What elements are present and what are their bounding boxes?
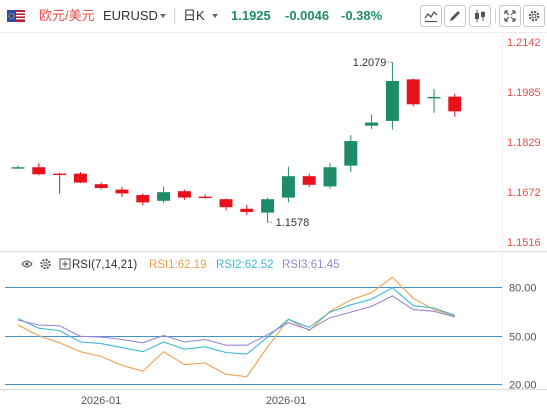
fullscreen-icon (504, 10, 516, 22)
high-annotation: 1.2079 (353, 57, 387, 69)
candle-down (177, 189, 191, 200)
pair-dropdown-icon[interactable] (160, 14, 166, 18)
draw-tool-button[interactable] (444, 5, 466, 27)
toolbar-divider (495, 9, 496, 23)
fullscreen-button[interactable] (499, 5, 521, 27)
candle-up (11, 165, 25, 169)
rsi-series-rsi1 (17, 276, 455, 378)
candle-down (406, 78, 420, 107)
candle-down (302, 173, 316, 188)
draw-tool-icon (450, 11, 460, 21)
time-axis-tick: 2026-01 (81, 395, 121, 407)
line-tool-icon (424, 10, 438, 23)
rsi-axis-tick: 50.00 (509, 332, 537, 344)
rsi-legend-title: RSI(7,14,21) (72, 259, 138, 271)
price-change: -0.0046 (285, 8, 330, 23)
plus-box-icon[interactable] (59, 257, 71, 271)
candle-type-icon (475, 10, 485, 22)
rsi-axis-tick: 20.00 (509, 380, 537, 392)
candle-down (219, 198, 233, 211)
candle-up (427, 88, 441, 113)
candle-up (323, 163, 337, 189)
rsi3-legend: RSI3:61.45 (282, 259, 340, 271)
price-axis-tick: 1.1829 (507, 137, 541, 149)
eye-icon[interactable] (21, 257, 33, 271)
price-change-percent: -0.38% (341, 8, 383, 23)
candle-down (448, 93, 462, 117)
last-price: 1.1925 (231, 8, 271, 23)
line-tool-button[interactable] (420, 5, 442, 27)
time-axis-tick: 2026-01 (266, 395, 306, 407)
candle-up (261, 197, 275, 223)
settings-button[interactable] (523, 5, 545, 27)
rsi1-legend: RSI1:62.19 (149, 259, 207, 271)
candle-up (365, 114, 379, 129)
toolbar-divider (174, 9, 175, 23)
settings-icon (528, 10, 540, 22)
candle-down (32, 163, 46, 176)
chart-toolbar: 欧元/美元 EURUSD 日K 1.1925 -0.0046 -0.38% (0, 0, 547, 32)
candle-down (73, 172, 87, 184)
price-axis-tick: 1.1516 (507, 237, 541, 249)
pair-name[interactable]: 欧元/美元 (39, 8, 95, 23)
price-axis-tick: 1.1672 (507, 187, 541, 199)
rsi2-legend: RSI2:62.52 (216, 259, 274, 271)
candle-down (240, 204, 254, 216)
pair-code[interactable]: EURUSD (103, 8, 158, 23)
candle-type-button[interactable] (469, 5, 491, 27)
period-dropdown-icon[interactable] (212, 14, 218, 18)
period-selector[interactable]: 日K (183, 8, 205, 23)
candle-up (385, 62, 399, 130)
candle-down (136, 193, 150, 206)
candle-up (344, 135, 358, 173)
candle-down (94, 182, 108, 190)
candle-down (53, 172, 67, 194)
rsi-settings-icon[interactable] (39, 257, 52, 271)
candle-down (115, 187, 129, 197)
low-annotation: 1.1578 (276, 217, 310, 229)
candle-up (281, 166, 295, 203)
price-axis-tick: 1.1985 (507, 87, 541, 99)
candle-up (157, 186, 171, 204)
rsi-series-rsi2 (17, 287, 455, 355)
candle-down (198, 194, 212, 199)
us-eu-flag-icon (7, 10, 25, 22)
rsi-axis-tick: 80.00 (509, 283, 537, 295)
rsi-series-rsi3 (17, 295, 455, 346)
price-axis-tick: 1.2142 (507, 37, 541, 49)
